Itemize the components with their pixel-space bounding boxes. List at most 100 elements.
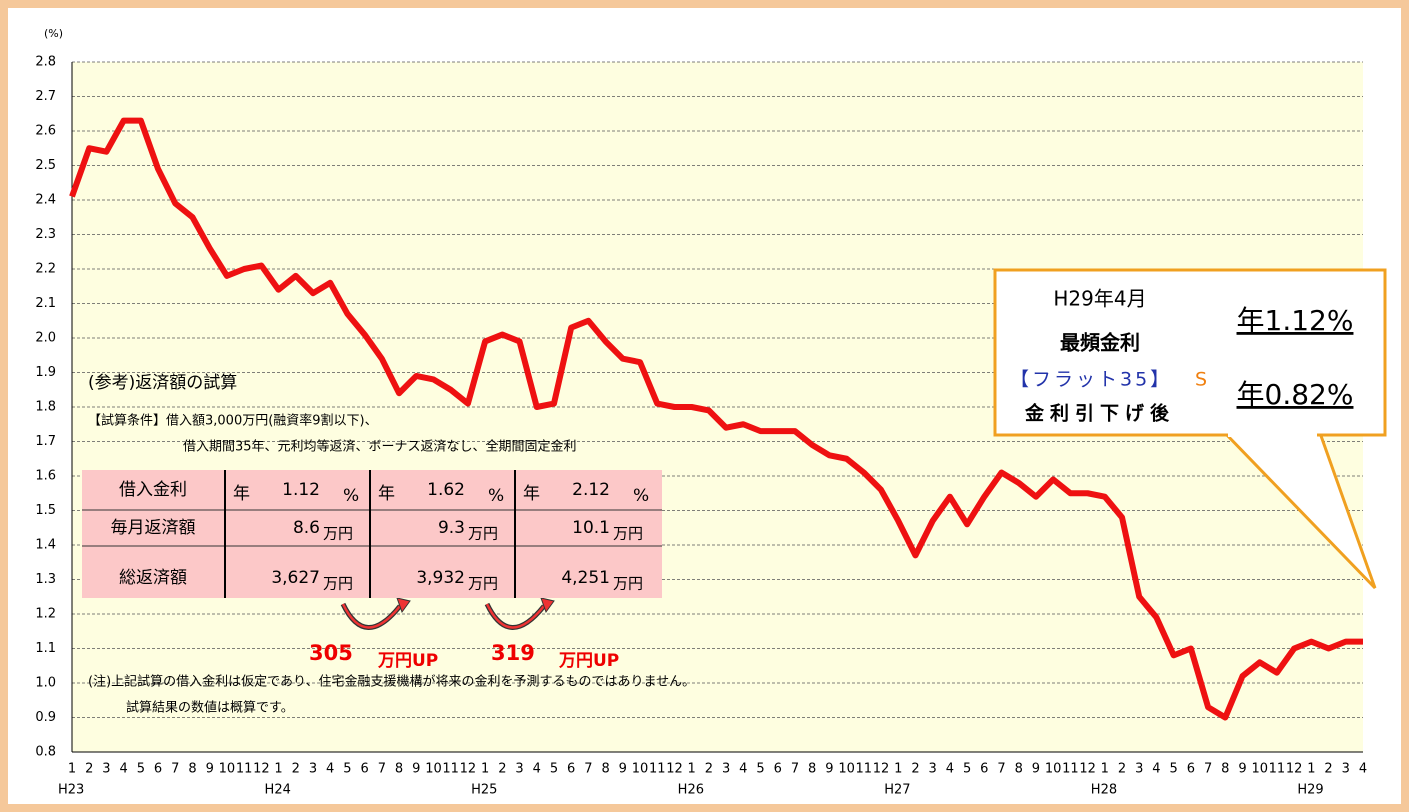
x-tick-label: 8 (188, 762, 196, 777)
condition: 【試算条件】借入額3,000万円(融資率9割以下)、 (88, 413, 378, 429)
x-tick-label: 5 (963, 762, 971, 777)
cell-prefix: 年 (523, 484, 540, 504)
x-tick-label: 4 (119, 762, 127, 777)
data-line (69, 117, 1363, 721)
x-tick-label: 8 (1015, 762, 1023, 777)
year-label: H26 (678, 783, 704, 798)
x-tick-label: 3 (722, 762, 730, 777)
cell-unit: % (633, 486, 649, 506)
cell-value: 9.3 (438, 518, 465, 538)
callout-box (993, 268, 1387, 437)
x-tick-label: 7 (584, 762, 592, 777)
x-tick-label: 5 (756, 762, 764, 777)
y-tick-label: 2.8 (35, 55, 56, 70)
callout-product: 【フラット35】 (1010, 369, 1172, 391)
cell-unit: 万円 (468, 575, 498, 593)
table-bg (82, 470, 662, 598)
x-tick-label: 9 (1032, 762, 1040, 777)
x-tick-label: 3 (309, 762, 317, 777)
y-tick-label: 0.9 (35, 710, 56, 725)
year-label: H27 (884, 783, 910, 798)
y-tick-label: 2.0 (35, 331, 56, 346)
x-tick-label: 3 (929, 762, 937, 777)
x-tick-label: 9 (619, 762, 627, 777)
callout-product-suffix: S (1195, 369, 1207, 391)
x-tick-label: 1 (1307, 762, 1315, 777)
cell-unit: 万円 (613, 525, 643, 543)
cell-unit: % (343, 486, 359, 506)
year-label: H23 (58, 783, 84, 798)
row-label: 借入金利 (119, 480, 187, 500)
x-tick-label: 11 (236, 762, 253, 777)
x-tick-label: 9 (825, 762, 833, 777)
cell-unit: 万円 (323, 575, 353, 593)
cell-value: 8.6 (293, 518, 320, 538)
increase-unit: 万円UP (377, 651, 438, 671)
arrow (341, 603, 401, 629)
y-tick-label: 2.4 (35, 193, 56, 208)
x-tick-label: 3 (102, 762, 110, 777)
x-tick-label: 1 (1101, 762, 1109, 777)
cell-unit: % (488, 486, 504, 506)
x-tick-label: 11 (649, 762, 666, 777)
x-tick-label: 2 (1324, 762, 1332, 777)
x-tick-label: 3 (515, 762, 523, 777)
x-tick-label: 8 (395, 762, 403, 777)
x-tick-label: 12 (1286, 762, 1303, 777)
x-tick-label: 12 (253, 762, 270, 777)
x-tick-label: 10 (1251, 762, 1268, 777)
y-tick-label: 1.6 (35, 469, 56, 484)
increase-unit: 万円UP (558, 651, 619, 671)
cell-value: 1.62 (427, 480, 465, 500)
x-tick-label: 2 (1118, 762, 1126, 777)
y-tick-label: 1.0 (35, 676, 56, 691)
x-tick-label: 11 (1269, 762, 1286, 777)
arrow-head (540, 597, 555, 614)
x-tick-label: 2 (911, 762, 919, 777)
x-tick-label: 11 (1062, 762, 1079, 777)
x-tick-label: 5 (343, 762, 351, 777)
arrow-head (396, 597, 411, 614)
cell-unit: 万円 (323, 525, 353, 543)
x-tick-label: 12 (666, 762, 683, 777)
callout: H29年4月 最頻金利 【フラット35】 S 金利引下げ後 年1.12% 年0.… (993, 268, 1387, 590)
cell-unit: 万円 (613, 575, 643, 593)
x-tick-label: 5 (550, 762, 558, 777)
note: 試算結果の数値は概算です。 (126, 700, 294, 716)
x-tick-label: 7 (171, 762, 179, 777)
y-axis-label: (%) (44, 27, 63, 40)
marks: 0.8 0.9 1.0 1.1 1.2 1.3 1.4 1.5 1.6 1.7 1.8 1.9 2.0 2… (35, 55, 1367, 798)
x-tick-label: 1 (68, 762, 76, 777)
x-tick-label: 12 (1079, 762, 1096, 777)
x-tick-label: 4 (946, 762, 954, 777)
x-tick-label: 7 (997, 762, 1005, 777)
x-tick-label: 4 (533, 762, 541, 777)
x-tick-label: 10 (838, 762, 855, 777)
x-tick-label: 11 (442, 762, 459, 777)
x-tick-label: 12 (873, 762, 890, 777)
x-tick-label: 10 (1045, 762, 1062, 777)
row-label: 総返済額 (119, 568, 187, 588)
cell-value: 3,627 (271, 568, 320, 588)
y-tick-label: 2.1 (35, 296, 56, 311)
x-tick-label: 2 (498, 762, 506, 777)
callout-label: 最頻金利 (1060, 331, 1140, 355)
y-tick-label: 2.5 (35, 158, 56, 173)
x-tick-label: 6 (567, 762, 575, 777)
y-tick-label: 1.1 (35, 641, 56, 656)
callout-rate: 年1.12% (1237, 304, 1354, 337)
y-tick-label: 1.7 (35, 434, 56, 449)
y-tick-label: 1.3 (35, 572, 56, 587)
y-tick-label: 1.9 (35, 365, 56, 380)
x-tick-label: 1 (894, 762, 902, 777)
x-tick-label: 10 (425, 762, 442, 777)
callout-joint (1228, 428, 1317, 437)
x-tick-label: 10 (219, 762, 236, 777)
x-tick-label: 2 (705, 762, 713, 777)
inset: (参考)返済額の試算 【試算条件】借入額3,000万円(融資率9割以下)、 借入… (82, 373, 695, 716)
x-tick-label: 6 (360, 762, 368, 777)
x-tick-label: 11 (856, 762, 873, 777)
cell-value: 2.12 (572, 480, 610, 500)
cell-value: 1.12 (282, 480, 320, 500)
